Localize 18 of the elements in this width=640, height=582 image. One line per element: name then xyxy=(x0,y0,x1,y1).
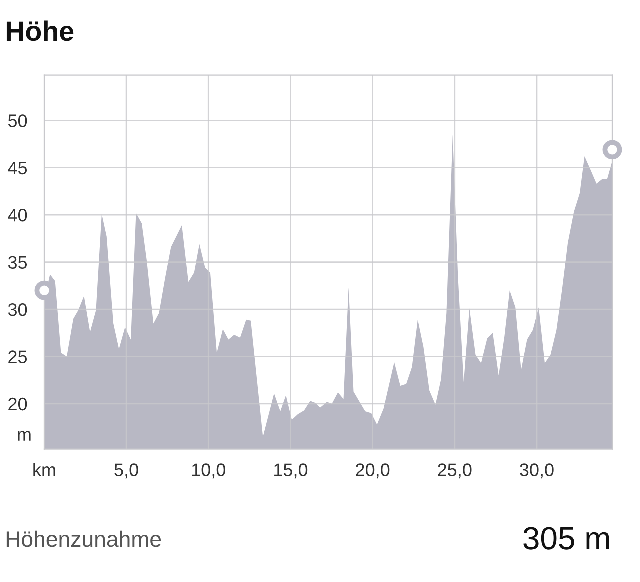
x-tick-label: 30,0 xyxy=(520,464,554,479)
y-tick-label: 50 xyxy=(8,114,28,128)
x-tick-label: 10,0 xyxy=(192,464,226,479)
text: 305 m xyxy=(524,527,610,550)
x-tick-label: 15,0 xyxy=(274,464,308,479)
chart-title: Höhe xyxy=(6,20,74,42)
x-tick-label: 20,0 xyxy=(356,464,390,479)
x-tick-label: 5,0 xyxy=(114,464,138,479)
x-tick-label: km xyxy=(34,463,56,476)
x-tick-label: 25,0 xyxy=(438,464,472,479)
text: Höhenzunahme xyxy=(6,530,162,548)
y-axis-title: m xyxy=(18,431,31,441)
y-tick-label: 35 xyxy=(8,256,28,270)
y-tick-label: 45 xyxy=(8,162,28,175)
y-tick-label: 20 xyxy=(8,398,28,411)
y-tick-label: 30 xyxy=(8,303,28,316)
y-tick-label: 40 xyxy=(8,209,28,222)
y-tick-label: 25 xyxy=(8,350,28,364)
